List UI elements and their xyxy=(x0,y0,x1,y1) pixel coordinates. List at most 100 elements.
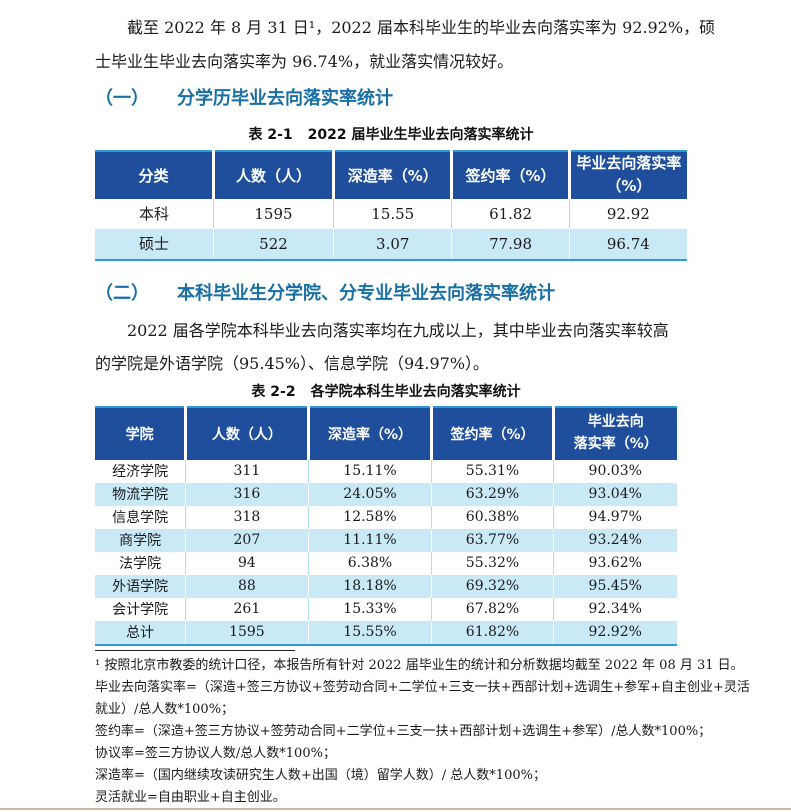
column-header: 深造率（%） xyxy=(306,406,432,460)
table-cell: 55.31% xyxy=(431,459,553,483)
table-cell: 63.29% xyxy=(431,482,553,506)
footnote-line: 协议率=签三方协议人数/总人数*100%； xyxy=(95,745,336,761)
table-cell: 15.55% xyxy=(307,620,432,645)
table-cell: 24.05% xyxy=(307,482,432,506)
table-cell: 61.82% xyxy=(431,620,553,645)
table-row: 商学院 207 11.11% 63.77% 93.24% xyxy=(95,528,677,552)
table-row: 总计 1595 15.55% 61.82% 92.92% xyxy=(95,620,677,645)
table-2-2-caption: 表 2-2 各学院本科生毕业去向落实率统计 xyxy=(95,382,677,402)
table-row: 会计学院 261 15.33% 67.82% 92.34% xyxy=(95,597,677,621)
body-line-1: 2022 届各学院本科毕业去向落实率均在九成以上，其中毕业去向落实率较高 xyxy=(127,320,669,340)
table-cell: 15.11% xyxy=(307,459,432,483)
table-row: 信息学院 318 12.58% 60.38% 94.97% xyxy=(95,505,677,529)
table-row: 硕士 522 3.07 77.98 96.74 xyxy=(95,228,687,260)
table-cell: 93.24% xyxy=(552,528,677,552)
table-cell: 3.07 xyxy=(333,228,452,260)
table-caption-title: 2022 届毕业生毕业去向落实率统计 xyxy=(307,127,534,143)
table-cell: 92.92% xyxy=(552,620,677,645)
table-cell: 61.82 xyxy=(451,198,570,229)
table-cell: 261 xyxy=(185,597,308,621)
table-cell: 55.32% xyxy=(431,551,553,575)
column-header: 人数（人） xyxy=(184,406,308,460)
footnote-line: ¹ 按照北京市教委的统计口径，本报告所有针对 2022 届毕业生的统计和分析数据… xyxy=(95,657,744,673)
table-header-row: 分类 人数（人） 深造率（%） 签约率（%） 毕业去向落实率 （%） xyxy=(95,151,687,199)
intro-line-2: 士毕业生毕业去向落实率为 96.74%，就业落实情况较好。 xyxy=(95,52,514,71)
footnote-line: 深造率=（国内继续攻读研究生人数+出国（境）留学人数）/ 总人数*100%； xyxy=(95,767,546,783)
table-cell: 信息学院 xyxy=(95,505,186,529)
table-cell: 94 xyxy=(185,551,308,575)
column-header: 签约率（%） xyxy=(450,151,570,199)
column-header: 人数（人） xyxy=(211,151,334,199)
table-cell: 92.92 xyxy=(568,198,687,229)
footnote-line: 就业）/总人数*100%； xyxy=(95,701,235,717)
section-number: （一） xyxy=(95,88,149,109)
column-header-line: 毕业去向 xyxy=(587,413,644,430)
table-row: 本科 1595 15.55 61.82 92.92 xyxy=(95,198,687,229)
table-cell: 92.34% xyxy=(552,597,677,621)
table-2-1-caption: 表 2-1 2022 届毕业生毕业去向落实率统计 xyxy=(95,125,687,145)
table-cell: 1595 xyxy=(212,198,334,229)
table-cell: 12.58% xyxy=(307,505,432,529)
intro-paragraph: 截至 2022 年 8 月 31 日¹，2022 届本科毕业生的毕业去向落实率为… xyxy=(95,0,735,79)
table-cell: 6.38% xyxy=(307,551,432,575)
table-cell: 88 xyxy=(185,574,308,598)
table-cell: 1595 xyxy=(185,620,308,645)
section-heading-2: （二） 本科毕业生分学院、分专业毕业去向落实率统计 xyxy=(95,281,735,306)
footnote-line: 毕业去向落实率=（深造+签三方协议+签劳动合同+二学位+三支一扶+西部计划+选调… xyxy=(95,679,750,695)
table-2-2: 学院 人数（人） 深造率（%） 签约率（%） 毕业去向 落实率（%） 经济学院 … xyxy=(95,405,677,646)
table-cell: 经济学院 xyxy=(95,459,186,483)
table-cell: 522 xyxy=(212,228,334,260)
table-2-1: 分类 人数（人） 深造率（%） 签约率（%） 毕业去向落实率 （%） 本科 15… xyxy=(95,150,687,261)
table-cell: 15.55 xyxy=(333,198,452,229)
table-cell: 本科 xyxy=(95,198,214,229)
footnote-separator xyxy=(95,649,295,651)
section-title: 分学历毕业去向落实率统计 xyxy=(177,88,393,109)
table-row: 法学院 94 6.38% 55.32% 93.62% xyxy=(95,551,677,575)
table-cell: 207 xyxy=(185,528,308,552)
table-cell: 18.18% xyxy=(307,574,432,598)
table-caption-label: 表 2-2 xyxy=(251,383,296,400)
body-paragraph: 2022 届各学院本科毕业去向落实率均在九成以上，其中毕业去向落实率较高 的学院… xyxy=(95,314,735,380)
page-bottom-edge xyxy=(0,808,791,810)
intro-line-1: 截至 2022 年 8 月 31 日¹，2022 届本科毕业生的毕业去向落实率为… xyxy=(127,18,716,37)
column-header: 深造率（%） xyxy=(332,151,452,199)
table-cell: 93.62% xyxy=(552,551,677,575)
table-cell: 63.77% xyxy=(431,528,553,552)
footnotes: ¹ 按照北京市教委的统计口径，本报告所有针对 2022 届毕业生的统计和分析数据… xyxy=(95,655,750,809)
table-cell: 311 xyxy=(185,459,308,483)
table-cell: 93.04% xyxy=(552,482,677,506)
table-cell: 总计 xyxy=(95,620,186,645)
column-header: 毕业去向落实率 （%） xyxy=(567,151,687,199)
table-cell: 法学院 xyxy=(95,551,186,575)
table-cell: 90.03% xyxy=(552,459,677,483)
column-header-line: （%） xyxy=(606,177,652,196)
column-header: 毕业去向 落实率（%） xyxy=(551,406,677,460)
table-caption-title: 各学院本科生毕业去向落实率统计 xyxy=(310,383,521,400)
table-cell: 物流学院 xyxy=(95,482,186,506)
footnote-line: 灵活就业=自由职业+自主创业。 xyxy=(95,789,286,805)
table-cell: 11.11% xyxy=(307,528,432,552)
body-line-2: 的学院是外语学院（95.45%）、信息学院（94.97%）。 xyxy=(95,353,490,373)
column-header-line: 落实率（%） xyxy=(573,435,658,452)
table-row: 外语学院 88 18.18% 69.32% 95.45% xyxy=(95,574,677,598)
table-header-row: 学院 人数（人） 深造率（%） 签约率（%） 毕业去向 落实率（%） xyxy=(95,406,677,460)
table-cell: 67.82% xyxy=(431,597,553,621)
table-caption-label: 表 2-1 xyxy=(248,127,293,143)
column-header: 学院 xyxy=(95,406,186,460)
table-cell: 95.45% xyxy=(552,574,677,598)
table-cell: 94.97% xyxy=(552,505,677,529)
table-cell: 60.38% xyxy=(431,505,553,529)
table-cell: 商学院 xyxy=(95,528,186,552)
column-header: 签约率（%） xyxy=(430,406,553,460)
table-row: 物流学院 316 24.05% 63.29% 93.04% xyxy=(95,482,677,506)
section-number: （二） xyxy=(95,282,149,304)
table-cell: 316 xyxy=(185,482,308,506)
table-cell: 15.33% xyxy=(307,597,432,621)
table-cell: 会计学院 xyxy=(95,597,186,621)
footnote-line: 签约率=（深造+签三方协议+签劳动合同+二学位+三支一扶+西部计划+选调生+参军… xyxy=(95,723,712,739)
table-cell: 69.32% xyxy=(431,574,553,598)
table-cell: 外语学院 xyxy=(95,574,186,598)
section-title: 本科毕业生分学院、分专业毕业去向落实率统计 xyxy=(177,282,555,304)
table-cell: 318 xyxy=(185,505,308,529)
